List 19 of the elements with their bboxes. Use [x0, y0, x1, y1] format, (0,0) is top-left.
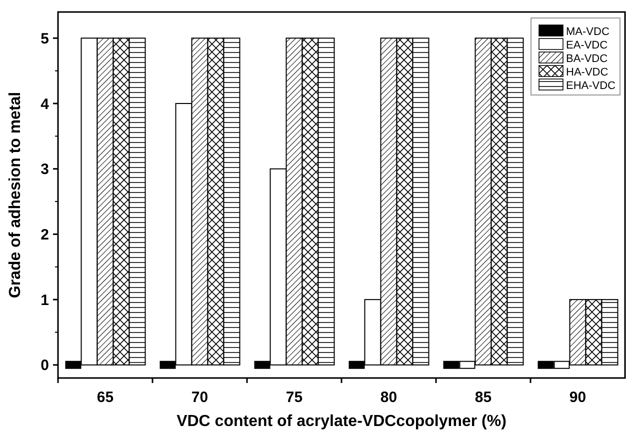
x-tick-label: 65 — [96, 389, 114, 406]
legend-label: MA-VDC — [566, 26, 610, 38]
y-tick-label: 2 — [40, 226, 49, 244]
x-tick-label: 80 — [380, 389, 398, 406]
x-axis-title: VDC content of acrylate-VDCcopolymer (%) — [176, 413, 506, 430]
y-tick-label: 0 — [40, 357, 49, 374]
x-tick-label: 85 — [474, 389, 492, 406]
y-tick-label: 3 — [40, 161, 49, 178]
y-tick-label: 1 — [40, 292, 49, 309]
legend-label: HA-VDC — [566, 66, 608, 78]
x-tick-label: 70 — [191, 389, 208, 406]
legend-label: EHA-VDC — [566, 80, 616, 92]
y-axis-title: Grade of adhesion to metal — [7, 92, 24, 298]
x-tick-label: 75 — [286, 389, 303, 406]
x-tick-label: 90 — [569, 389, 586, 406]
y-tick-label: 4 — [40, 96, 50, 113]
y-tick-label: 5 — [40, 30, 49, 48]
legend-label: BA-VDC — [566, 52, 608, 65]
legend-label: EA-VDC — [566, 39, 608, 52]
